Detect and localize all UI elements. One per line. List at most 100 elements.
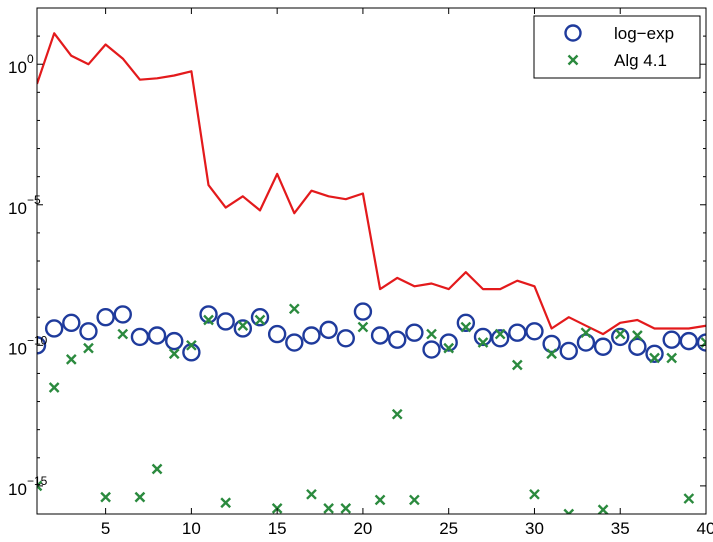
log-exp-point (353, 302, 373, 321)
series-layer (37, 32, 706, 514)
alg-4-1-point (460, 321, 472, 333)
alg-4-1-point (168, 348, 180, 360)
log-exp-point (388, 330, 407, 349)
alg-4-1-point (494, 328, 506, 340)
log-exp-point (405, 323, 424, 342)
alg-4-1-point (529, 488, 540, 500)
log-exp-point (525, 322, 544, 341)
log-exp-point (250, 308, 270, 327)
alg-4-1-point (374, 494, 386, 506)
legend-label: log−exp (614, 24, 674, 43)
y-tick-exponent: −5 (27, 193, 41, 207)
alg-4-1-point (65, 354, 77, 365)
log-exp-point (542, 334, 561, 354)
alg-4-1-point (306, 488, 317, 500)
alg-4-1-point (632, 330, 643, 341)
alg-4-1-point (580, 327, 592, 339)
y-tick-exponent: 0 (27, 52, 34, 66)
log-exp-point (267, 324, 287, 344)
y-tick-exponent: −10 (27, 333, 48, 347)
alg-4-1-point (546, 348, 557, 360)
log-exp-point (559, 341, 578, 361)
alg-4-1-point (117, 328, 129, 340)
x-tick-label: 35 (611, 519, 630, 538)
x-tick-label: 40 (697, 519, 713, 538)
alg-4-1-point (426, 328, 437, 340)
alg-4-1-point (666, 352, 678, 364)
log-exp-point (490, 329, 510, 348)
log-exp-point (37, 336, 47, 355)
alg-4-1-point (220, 497, 232, 509)
log-exp-point (679, 331, 699, 351)
x-tick-label: 20 (353, 519, 372, 538)
alg-4-1-point (563, 508, 575, 514)
log-exp-point (696, 333, 706, 352)
alg-4-1-point (391, 408, 403, 420)
log-exp-point (662, 330, 681, 349)
alg-4-1-point (323, 503, 334, 514)
log-exp-point (147, 326, 167, 345)
legend-box (533, 15, 701, 79)
alg-4-1-point (511, 359, 523, 371)
x-tick-label: 15 (268, 519, 287, 538)
alg-4-1-point (477, 337, 489, 348)
alg-4-1-point (100, 491, 111, 503)
alg-4-1-point (443, 342, 455, 354)
log-exp-point (611, 327, 630, 347)
log-exp-point (113, 305, 132, 324)
log-exp-point (593, 337, 613, 356)
alg-4-1-point (83, 342, 94, 354)
y-tick-label: 10 −10 (8, 333, 48, 358)
alg-4-1-point (37, 480, 43, 492)
plot-area (37, 8, 706, 514)
log-exp-point (285, 333, 304, 352)
legend: log−exp Alg 4.1 (533, 15, 701, 79)
alg-4-1-point (203, 314, 214, 326)
x-tick-label: 5 (101, 519, 110, 538)
log-exp-point (576, 333, 596, 352)
log-exp-point (62, 313, 81, 333)
alg-4-1-point (597, 504, 609, 514)
log-exp-point (645, 344, 664, 363)
log-exp-point (165, 331, 184, 351)
alg-4-1-point (614, 328, 626, 340)
log-exp-point (370, 326, 390, 345)
y-tick-label: 10 0 (8, 52, 34, 77)
legend-marker-x (567, 54, 579, 66)
y-tick-base: 10 (8, 339, 27, 358)
y-tick-label: 10 −5 (8, 193, 41, 218)
log-exp-point (216, 312, 235, 331)
log-exp-point (233, 319, 253, 338)
log-exp-point (96, 308, 115, 327)
alg-4-1-point (649, 352, 660, 364)
log-exp-point (439, 333, 458, 352)
log-exp-point (336, 329, 355, 348)
y-tick-base: 10 (8, 58, 27, 77)
log-exp-point (199, 305, 218, 324)
x-tick-label: 25 (439, 519, 458, 538)
legend-marker-circle (564, 24, 582, 42)
alg-4-1-point (288, 303, 300, 315)
log-exp-point (130, 327, 150, 347)
alg-4-1-point (340, 503, 352, 514)
alg-4-1-point (151, 463, 163, 475)
alg-4-1-point (254, 314, 266, 326)
series-line (37, 32, 706, 336)
log-exp-point (628, 337, 647, 356)
legend-label: Alg 4.1 (614, 51, 667, 70)
alg-4-1-point (186, 339, 197, 351)
x-tick-label: 10 (182, 519, 201, 538)
log-exp-point (422, 340, 441, 359)
log-exp-point (319, 320, 338, 340)
log-exp-point (302, 326, 321, 345)
alg-4-1-point (409, 494, 420, 506)
y-tick-label: 10 −15 (8, 474, 48, 499)
alg-4-1-point (48, 382, 60, 393)
log-exp-point (473, 327, 493, 347)
alg-4-1-point (134, 491, 146, 503)
y-tick-base: 10 (8, 480, 27, 499)
log-exp-point (456, 313, 476, 333)
log-exp-point (44, 319, 64, 338)
